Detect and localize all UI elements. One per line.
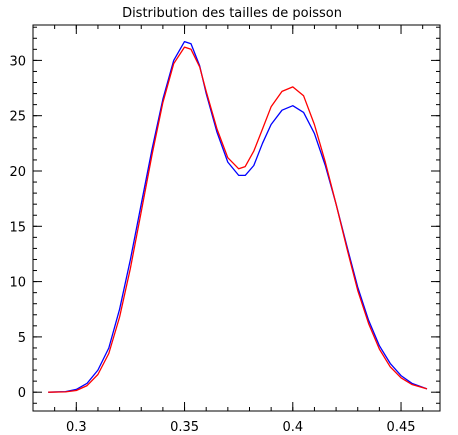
y-tick-label: 0	[18, 386, 26, 401]
series-line-blue	[48, 40, 428, 393]
series-group	[48, 40, 428, 393]
y-tick-label: 20	[9, 165, 26, 180]
chart-title: Distribution des tailles de poisson	[122, 6, 342, 21]
y-tick-label: 10	[9, 276, 26, 291]
y-tick-label: 25	[9, 110, 26, 125]
series-line-red	[48, 46, 428, 393]
x-tick-label: 0.4	[282, 420, 303, 435]
x-tick-label: 0.3	[66, 420, 87, 435]
y-tick-label: 15	[9, 220, 26, 235]
axis-ticks: 0.3 0.35 0.4 0.45 0 5 10 15 20 25 30	[9, 25, 440, 435]
plot-frame	[32, 24, 441, 412]
x-tick-label: 0.35	[170, 420, 199, 435]
y-tick-label: 30	[9, 54, 26, 69]
x-tick-label: 0.45	[387, 420, 416, 435]
y-tick-label: 5	[18, 331, 26, 346]
